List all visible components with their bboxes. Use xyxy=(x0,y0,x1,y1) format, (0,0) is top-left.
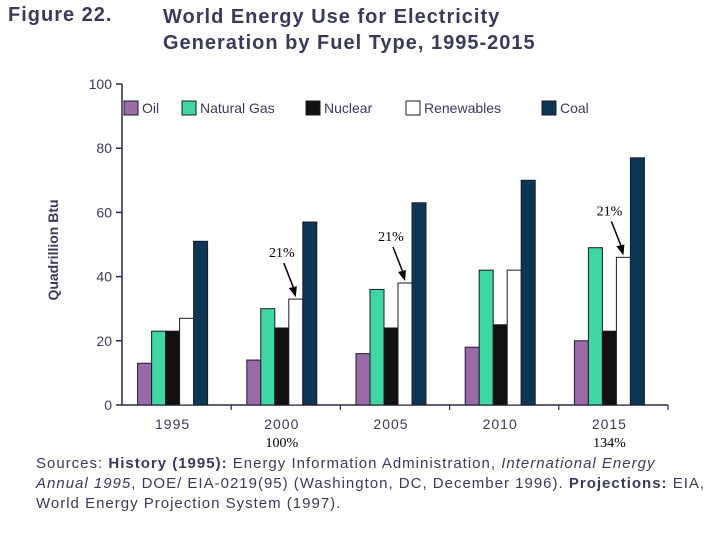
legend-swatch-coal xyxy=(541,100,557,116)
legend-swatch-oil xyxy=(123,100,139,116)
legend-label-coal: Coal xyxy=(560,100,589,116)
y-tick-label: 60 xyxy=(96,204,112,220)
sources-label: Sources: xyxy=(36,455,104,472)
y-axis-label: Quadrillion Btu xyxy=(45,199,61,300)
y-tick-label: 40 xyxy=(96,269,112,285)
bar-nuclear-2015 xyxy=(601,330,617,406)
y-tick-label: 80 xyxy=(96,140,112,156)
annotation-arrow-head xyxy=(398,270,406,282)
bar-coal-2015 xyxy=(629,157,645,406)
legend-label-natural-gas: Natural Gas xyxy=(200,100,275,116)
bar-renewables-2010 xyxy=(506,269,522,406)
annotation-growth-label: 100% xyxy=(265,436,298,451)
annotation-growth-label: 134% xyxy=(593,436,626,451)
x-tick-label: 2015 xyxy=(592,416,627,432)
bar-oil-2015 xyxy=(573,340,589,406)
bar-oil-2000 xyxy=(246,359,262,406)
bar-natural-gas-1995 xyxy=(151,330,167,406)
figure-label: Figure 22. xyxy=(8,4,113,26)
bar-renewables-2005 xyxy=(397,282,413,406)
legend-label-oil: Oil xyxy=(142,100,159,116)
legend-swatch-renewables xyxy=(405,100,421,116)
bar-natural-gas-2015 xyxy=(587,247,603,406)
history-text-1: Energy Information Administration, xyxy=(232,455,497,472)
annotation-label: 21% xyxy=(269,246,295,261)
bar-coal-2010 xyxy=(520,179,536,406)
figure-title: World Energy Use for Electricity Generat… xyxy=(163,4,703,56)
y-tick-label: 20 xyxy=(96,333,112,349)
bar-natural-gas-2005 xyxy=(369,288,385,406)
x-tick-label: 2000 xyxy=(264,416,299,432)
bars xyxy=(137,157,645,406)
projections-text: EIA, World Energy Projection System (199… xyxy=(36,475,706,512)
projections-label: Projections: xyxy=(568,475,668,492)
bar-chart: 0 20 40 60 80 100 1995 2000 2005 2010 2015 Oil Nat… xyxy=(45,76,669,451)
x-axis-labels: 1995 2000 2005 2010 2015 xyxy=(155,405,669,432)
bar-renewables-2000 xyxy=(288,298,304,406)
bar-natural-gas-2000 xyxy=(260,308,276,406)
annotation-arrow-head xyxy=(616,244,625,256)
legend-label-nuclear: Nuclear xyxy=(324,100,373,116)
annotation-arrow-line xyxy=(392,246,405,276)
x-tick-label: 2010 xyxy=(483,416,518,432)
bar-coal-2000 xyxy=(302,221,318,406)
y-tick-label: 100 xyxy=(89,76,113,92)
legend-swatch-nuclear xyxy=(305,100,321,116)
history-label: History (1995): xyxy=(108,455,228,472)
bar-renewables-2015 xyxy=(615,256,631,406)
y-tick-label: 0 xyxy=(104,397,112,413)
bar-oil-2005 xyxy=(355,353,371,406)
history-publication: International Energy Annual 1995 xyxy=(36,455,656,492)
x-tick-label: 2005 xyxy=(373,416,408,432)
annotation-label: 21% xyxy=(597,204,623,219)
legend-swatch-natural-gas xyxy=(181,100,197,116)
annotation-arrow-head xyxy=(288,286,297,298)
sources-note: Sources: History (1995): Energy Informat… xyxy=(36,454,708,514)
annotation-arrow-line xyxy=(283,262,296,292)
bar-nuclear-2000 xyxy=(274,327,290,406)
bar-renewables-1995 xyxy=(179,317,195,406)
figure-title-line-1: World Energy Use for Electricity xyxy=(163,6,501,28)
annotations: 21% 21% 21% 100% 134% xyxy=(265,204,626,451)
y-axis-ticks: 0 20 40 60 80 100 xyxy=(89,76,122,413)
annotation-label: 21% xyxy=(378,230,404,245)
bar-nuclear-2005 xyxy=(383,327,399,406)
legend-label-renewables: Renewables xyxy=(424,100,501,116)
bar-nuclear-1995 xyxy=(165,330,181,406)
x-tick-label: 1995 xyxy=(155,416,190,432)
figure-title-line-2: Generation by Fuel Type, 1995-2015 xyxy=(163,32,536,54)
bar-nuclear-2010 xyxy=(492,324,508,406)
bar-oil-2010 xyxy=(464,346,480,406)
annotation-arrow-line xyxy=(610,221,624,250)
bar-natural-gas-2010 xyxy=(478,269,494,406)
bar-coal-1995 xyxy=(193,240,209,406)
history-text-2: , DOE/ EIA-0219(95) (Washington, DC, Dec… xyxy=(131,475,564,492)
bar-coal-2005 xyxy=(411,202,427,406)
legend: Oil Natural Gas Nuclear Renewables Coal xyxy=(123,100,589,116)
bar-oil-1995 xyxy=(137,362,153,406)
